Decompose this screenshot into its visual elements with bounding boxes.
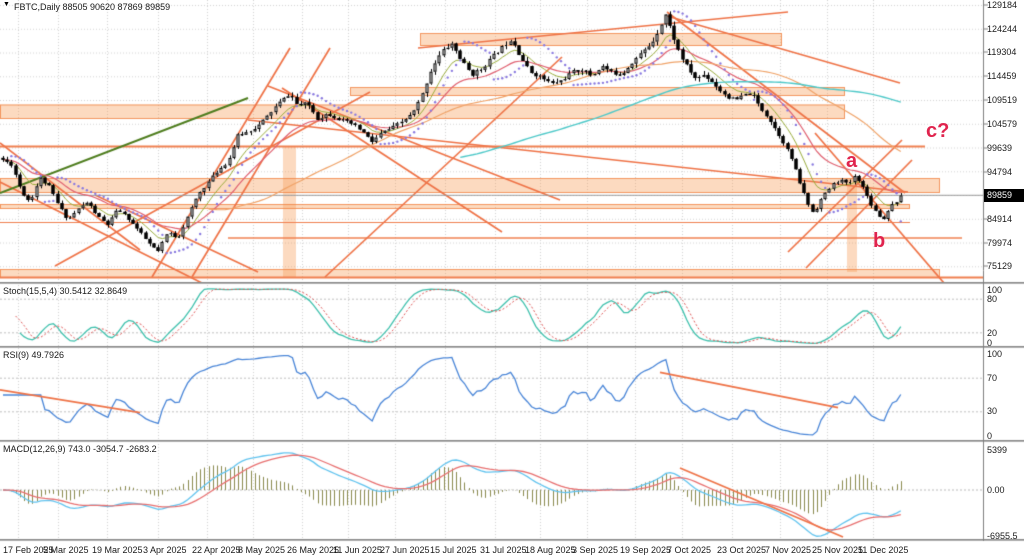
current-price-tag: 89859: [984, 189, 1024, 202]
chart-title-ohlc: FBTC,Daily 88505 90620 87869 89859: [14, 2, 171, 12]
date-label: 27 Jun 2025: [380, 545, 430, 555]
price-axis-label: 124244: [987, 24, 1018, 34]
price-axis-label: 75129: [987, 261, 1013, 271]
wave-letter: b: [873, 230, 886, 252]
price-axis-label: 109519: [987, 95, 1018, 105]
macd-axis-label: 0.00: [987, 485, 1005, 495]
rsi-axis-label: 70: [987, 373, 998, 383]
macd-axis-label: 5399: [987, 445, 1008, 455]
wave-letter: c?: [926, 120, 950, 142]
date-label: 7 Nov 2025: [765, 545, 812, 555]
stoch-axis-label: 80: [987, 294, 998, 304]
macd-axis-label: -6955.5: [987, 531, 1018, 541]
date-label: 7 Oct 2025: [667, 545, 712, 555]
stoch-axis-label: 20: [987, 328, 998, 338]
rsi-pane-label: RSI(9) 49.7926: [3, 350, 65, 360]
date-label: 3 Apr 2025: [143, 545, 187, 555]
chart-dropdown-icon[interactable]: ▼: [3, 1, 10, 8]
price-axis-label: 119304: [987, 47, 1017, 57]
date-label: 18 Aug 2025: [525, 545, 576, 555]
date-label: 19 Sep 2025: [620, 545, 672, 555]
price-axis-label: 114459: [987, 71, 1017, 81]
date-label: 3 Sep 2025: [572, 545, 619, 555]
price-axis-label: 104579: [987, 119, 1018, 129]
date-label: 17 Feb 2025: [3, 545, 54, 555]
price-axis-label: 79974: [987, 238, 1013, 248]
date-label: 11 Jun 2025: [333, 545, 382, 555]
date-label: 23 Oct 2025: [717, 545, 767, 555]
stoch-pane-label: Stoch(15,5,4) 30.5412 32.8649: [3, 286, 128, 296]
date-label: 5 Mar 2025: [43, 545, 89, 555]
price-axis-label: 94794: [987, 167, 1013, 177]
date-label: 25 Nov 2025: [812, 545, 864, 555]
rsi-axis-label: 0: [987, 431, 993, 441]
wave-letter: a: [846, 150, 858, 172]
date-label: 15 Jul 2025: [430, 545, 477, 555]
price-axis-label: 129184: [987, 0, 1018, 10]
date-label: 22 Apr 2025: [192, 545, 241, 555]
date-label: 31 Jul 2025: [480, 545, 527, 555]
stoch-axis-label: 100: [987, 285, 1003, 295]
date-label: 8 May 2025: [238, 545, 286, 555]
rsi-axis-label: 30: [987, 406, 998, 416]
date-label: 11 Dec 2025: [858, 545, 909, 555]
rsi-axis-label: 100: [987, 349, 1003, 359]
date-label: 26 May 2025: [287, 545, 340, 555]
date-label: 19 Mar 2025: [92, 545, 143, 555]
price-axis-label: 99639: [987, 143, 1013, 153]
price-axis-label: 84914: [987, 214, 1013, 224]
stoch-axis-label: 0: [987, 338, 993, 348]
macd-pane-label: MACD(12,26,9) 743.0 -3054.7 -2683.2: [3, 444, 157, 454]
